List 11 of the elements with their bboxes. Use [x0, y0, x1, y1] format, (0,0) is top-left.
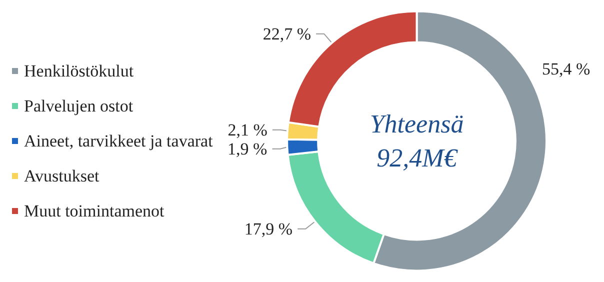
legend-label: Avustukset [24, 166, 100, 186]
data-label: 22,7 % [262, 24, 312, 44]
data-label: 2,1 % [228, 120, 268, 140]
data-label: 55,4 % [542, 60, 590, 78]
legend-label: Muut toimintamenot [24, 202, 165, 220]
legend-label: Henkilöstökulut [24, 62, 134, 80]
text: Yhteensä 92,4M€ [370, 110, 464, 172]
legend-label: Aineet, tarvikkeet ja tavarat [24, 132, 214, 150]
data-label: 17,9 % [244, 219, 293, 238]
data-label: 1,9 % [228, 139, 268, 158]
legend-label: Palvelujen ostot [24, 96, 134, 116]
